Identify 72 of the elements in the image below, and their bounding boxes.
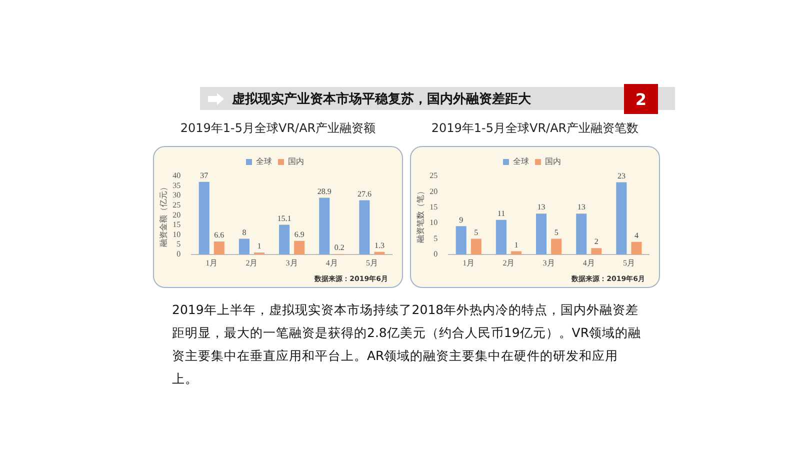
y-tick-label: 35 [172,180,181,190]
y-tick-label: 10 [172,230,181,239]
data-label: 8 [242,228,246,237]
x-tick-label: 2月 [502,258,515,268]
y-tick-label: 5 [434,234,438,243]
bar [591,248,602,254]
data-label: 1 [514,240,518,250]
data-label: 0.2 [334,243,344,252]
bar [616,182,627,254]
data-label: 23 [617,171,626,180]
x-tick-label: 1月 [206,258,218,268]
y-axis-title: 融资笔数（笔） [416,187,425,244]
data-label: 15.1 [277,214,292,223]
data-label: 27.6 [357,189,372,198]
data-label: 5 [474,228,478,237]
data-label: 28.9 [317,186,332,196]
legend-label: 全球 [513,157,529,166]
bar [198,182,210,254]
y-tick-label: 5 [176,240,181,249]
y-tick-label: 15 [172,220,181,230]
data-label: 4 [634,230,638,240]
bar [456,226,466,254]
chart-title: 2019年1-5月全球VR/AR产业融资笔数 [430,120,640,137]
y-tick-label: 0 [434,249,438,258]
bar [238,238,250,254]
bar [551,238,562,254]
bar [319,198,330,254]
data-label: 5 [554,228,558,237]
data-label: 1.3 [374,240,384,250]
data-label: 6.9 [294,230,304,239]
x-tick-label: 5月 [366,258,378,268]
y-tick-label: 20 [430,186,438,196]
text: 2019年上半年，虚拟现实资本市场持续了2018年外热内冷的特点，国内外融资差距明显，最大的一笔融资是获得的2.8亿美元（约合人民币19亿元）。VR领域的融资主要集中在垂直应用和平台上。AR领域的融资主要集中在硬件的研发和应用上。 [172,301,642,388]
y-tick-label: 30 [172,190,181,200]
x-tick-label: 1月 [462,258,475,268]
x-tick-label: 3月 [542,258,555,268]
y-tick-label: 25 [172,200,181,210]
bar [470,238,482,254]
bar [214,241,224,254]
legend-label: 国内 [288,157,304,166]
data-label: 1 [257,242,262,251]
x-tick-label: 3月 [286,258,298,268]
bar [496,220,506,254]
y-tick-label: 20 [172,210,181,220]
data-label: 9 [459,215,464,224]
bar [359,200,370,254]
bar [576,214,587,254]
x-tick-label: 4月 [326,258,338,268]
legend-label: 全球 [256,157,272,166]
chart-title: 2019年1-5月全球VR/AR产业融资额 [179,120,377,137]
x-tick-label: 2月 [246,258,258,268]
y-tick-label: 0 [176,249,181,258]
bar [279,224,290,254]
data-label: 2 [594,237,598,246]
y-tick-label: 15 [430,202,438,212]
data-label: 37 [200,170,208,180]
bar [631,242,642,254]
y-tick-label: 25 [430,171,438,180]
text: 虚拟现实产业资本市场平稳复苏，国内外融资差距大 [232,90,531,108]
data-label: 11 [497,209,506,218]
y-axis-title: 融资金额（亿元） [158,183,168,248]
x-tick-label: 5月 [622,258,635,268]
text: 2 [624,84,658,114]
bar [536,214,547,254]
y-tick-label: 40 [172,171,181,180]
legend-label: 国内 [545,157,561,166]
data-label: 6.6 [214,230,224,240]
data-label: 13 [577,202,586,212]
bar [294,240,305,254]
y-tick-label: 10 [430,218,438,228]
data-label: 13 [537,202,546,212]
x-tick-label: 4月 [582,258,595,268]
